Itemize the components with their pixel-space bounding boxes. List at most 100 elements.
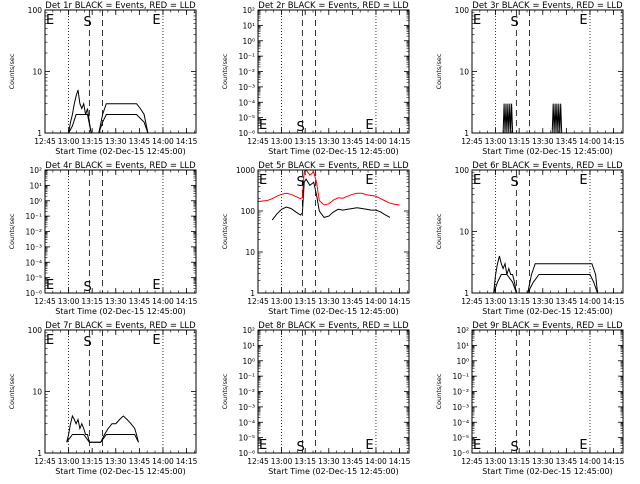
y-axis-label: Counts/sec xyxy=(221,373,229,409)
y-axis-label: Counts/sec xyxy=(435,213,443,249)
x-tick-label: 14:00 xyxy=(152,137,174,146)
end-marker-left: E xyxy=(46,13,54,28)
plot-frame xyxy=(257,169,410,294)
x-axis-label: Start Time (02-Dec-15 12:45:00) xyxy=(55,467,186,476)
x-axis-label: Start Time (02-Dec-15 12:45:00) xyxy=(268,467,399,476)
end-marker-right: E xyxy=(365,173,373,188)
end-marker-right: E xyxy=(152,278,160,293)
x-tick-label: 12:45 xyxy=(461,297,483,306)
end-marker-left: E xyxy=(259,438,267,453)
x-tick-label: 14:15 xyxy=(603,297,625,306)
chart-title: Det 1r BLACK = Events, RED = LLD xyxy=(45,1,196,11)
y-tick-label: 1 xyxy=(37,449,42,458)
y-axis-label: Counts/sec xyxy=(221,213,229,249)
y-tick-label: 10² xyxy=(456,326,469,335)
x-tick-label: 14:15 xyxy=(176,297,198,306)
x-tick-label: 13:45 xyxy=(556,297,578,306)
y-tick-label: 10⁻³ xyxy=(452,403,469,412)
x-tick-label: 13:45 xyxy=(556,137,578,146)
x-tick-label: 13:15 xyxy=(81,457,103,466)
series-line-1 xyxy=(68,89,149,134)
end-marker-left: E xyxy=(473,438,481,453)
x-tick-label: 13:15 xyxy=(294,137,316,146)
y-tick-label: 10⁻⁴ xyxy=(452,418,469,427)
x-tick-label: 13:45 xyxy=(342,297,364,306)
chart-title: Det 5r BLACK = Events, RED = LLD xyxy=(258,161,409,171)
y-tick-label: 10¹ xyxy=(242,341,255,350)
x-tick-label: 14:00 xyxy=(152,297,174,306)
end-marker-left: E xyxy=(473,13,481,28)
x-tick-label: 12:45 xyxy=(461,457,483,466)
x-tick-label: 13:45 xyxy=(129,457,151,466)
x-tick-label: 13:45 xyxy=(342,457,364,466)
chart-panel-3: Det 3r BLACK = Events, RED = LLD Counts/s… xyxy=(435,1,625,156)
y-tick-label: 100 xyxy=(241,207,256,216)
y-tick-label: 100 xyxy=(455,6,470,15)
x-tick-label: 13:00 xyxy=(58,457,80,466)
plot-frame xyxy=(44,169,197,294)
x-tick-label: 13:00 xyxy=(271,457,293,466)
start-marker: S xyxy=(296,120,304,135)
x-axis-label: Start Time (02-Dec-15 12:45:00) xyxy=(55,307,186,316)
end-marker-left: E xyxy=(46,333,54,348)
end-marker-right: E xyxy=(579,438,587,453)
end-marker-right: E xyxy=(365,438,373,453)
chart-title: Det 6r BLACK = Events, RED = LLD xyxy=(472,161,623,171)
y-tick-label: 10⁻⁵ xyxy=(238,114,255,123)
x-tick-label: 13:45 xyxy=(556,457,578,466)
x-tick-label: 13:30 xyxy=(318,457,340,466)
y-tick-label: 10 xyxy=(245,248,255,257)
y-tick-label: 10⁻³ xyxy=(238,403,255,412)
y-tick-label: 10⁻¹ xyxy=(238,52,255,61)
y-tick-label: 10⁻³ xyxy=(238,83,255,92)
end-marker-right: E xyxy=(152,13,160,28)
y-tick-label: 10² xyxy=(242,326,255,335)
x-tick-label: 14:00 xyxy=(579,457,601,466)
x-tick-label: 14:00 xyxy=(365,457,387,466)
start-marker: S xyxy=(83,280,91,295)
x-tick-label: 14:15 xyxy=(603,457,625,466)
chart-panel-5: Det 5r BLACK = Events, RED = LLD Counts/s… xyxy=(221,161,411,316)
y-tick-label: 100 xyxy=(28,326,43,335)
x-tick-label: 13:30 xyxy=(105,137,127,146)
y-tick-label: 10⁻⁵ xyxy=(452,434,469,443)
x-tick-label: 13:00 xyxy=(58,297,80,306)
x-axis-label: Start Time (02-Dec-15 12:45:00) xyxy=(268,147,399,156)
y-tick-label: 10⁻⁴ xyxy=(25,258,42,267)
x-tick-label: 12:45 xyxy=(34,297,56,306)
x-tick-label: 14:15 xyxy=(176,457,198,466)
x-tick-label: 13:30 xyxy=(318,137,340,146)
y-tick-label: 10⁻² xyxy=(238,388,255,397)
y-tick-label: 10⁻⁶ xyxy=(25,289,42,298)
y-tick-label: 10⁰ xyxy=(242,37,255,46)
start-marker: S xyxy=(296,440,304,455)
series-line-2 xyxy=(493,274,598,294)
y-tick-label: 100 xyxy=(28,6,43,15)
y-tick-label: 1000 xyxy=(236,166,255,175)
y-tick-label: 10 xyxy=(32,388,42,397)
end-marker-left: E xyxy=(259,118,267,133)
x-tick-label: 14:00 xyxy=(152,457,174,466)
y-tick-label: 10 xyxy=(32,68,42,77)
end-marker-left: E xyxy=(259,173,267,188)
chart-panel-4: Det 4r BLACK = Events, RED = LLD Counts/s… xyxy=(8,161,198,316)
start-marker: S xyxy=(296,175,304,190)
end-marker-right: E xyxy=(579,13,587,28)
x-tick-label: 13:30 xyxy=(105,297,127,306)
x-tick-label: 12:45 xyxy=(247,137,269,146)
end-marker-left: E xyxy=(46,278,54,293)
start-marker: S xyxy=(83,335,91,350)
y-tick-label: 10⁻⁶ xyxy=(452,449,469,458)
x-tick-label: 13:30 xyxy=(532,297,554,306)
x-tick-label: 14:00 xyxy=(579,297,601,306)
x-axis-label: Start Time (02-Dec-15 12:45:00) xyxy=(482,147,613,156)
y-tick-label: 10² xyxy=(29,166,42,175)
x-tick-label: 12:45 xyxy=(461,137,483,146)
x-tick-label: 14:15 xyxy=(389,457,411,466)
end-marker-left: E xyxy=(473,173,481,188)
y-axis-label: Counts/sec xyxy=(8,373,16,409)
y-tick-label: 10⁻⁵ xyxy=(238,434,255,443)
series-line-1 xyxy=(493,255,598,294)
chart-title: Det 7r BLACK = Events, RED = LLD xyxy=(45,321,196,331)
